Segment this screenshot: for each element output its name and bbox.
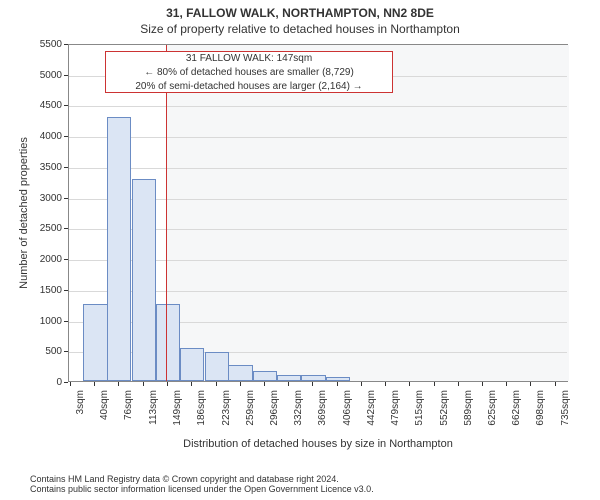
histogram-bar	[180, 348, 204, 381]
y-tick-mark	[64, 75, 68, 76]
x-tick-label: 296sqm	[269, 390, 280, 440]
x-tick-mark	[385, 382, 386, 386]
x-tick-mark	[409, 382, 410, 386]
y-tick-label: 2000	[26, 254, 62, 265]
histogram-bar	[228, 365, 252, 381]
y-tick-mark	[64, 351, 68, 352]
y-axis-label: Number of detached properties	[18, 44, 30, 382]
x-tick-mark	[434, 382, 435, 386]
x-tick-mark	[216, 382, 217, 386]
histogram-bar	[326, 377, 350, 381]
y-tick-mark	[64, 290, 68, 291]
y-tick-mark	[64, 321, 68, 322]
x-tick-label: 186sqm	[196, 390, 207, 440]
x-tick-mark	[530, 382, 531, 386]
highlight-zone	[166, 45, 569, 381]
x-tick-mark	[191, 382, 192, 386]
y-tick-mark	[64, 259, 68, 260]
y-tick-label: 500	[26, 346, 62, 357]
chart-title-line1: 31, FALLOW WALK, NORTHAMPTON, NN2 8DE	[0, 0, 600, 20]
x-tick-label: 589sqm	[463, 390, 474, 440]
chart-container: 31, FALLOW WALK, NORTHAMPTON, NN2 8DE Si…	[0, 0, 600, 500]
annotation-box: 31 FALLOW WALK: 147sqm ← 80% of detached…	[105, 51, 393, 93]
gridline	[69, 168, 567, 169]
x-tick-label: 332sqm	[293, 390, 304, 440]
y-tick-label: 5500	[26, 39, 62, 50]
x-tick-label: 406sqm	[342, 390, 353, 440]
y-tick-label: 5000	[26, 70, 62, 81]
x-tick-mark	[118, 382, 119, 386]
y-tick-label: 4000	[26, 131, 62, 142]
x-tick-label: 625sqm	[487, 390, 498, 440]
y-tick-mark	[64, 198, 68, 199]
x-tick-mark	[264, 382, 265, 386]
histogram-bar	[277, 375, 301, 381]
x-tick-label: 442sqm	[366, 390, 377, 440]
x-tick-label: 735sqm	[560, 390, 571, 440]
x-tick-mark	[506, 382, 507, 386]
y-tick-label: 1500	[26, 285, 62, 296]
footer-attribution: Contains HM Land Registry data © Crown c…	[30, 474, 374, 494]
y-tick-mark	[64, 136, 68, 137]
x-tick-mark	[240, 382, 241, 386]
annotation-line-3: 20% of semi-detached houses are larger (…	[106, 80, 392, 94]
x-tick-label: 698sqm	[535, 390, 546, 440]
x-tick-label: 552sqm	[439, 390, 450, 440]
histogram-bar	[205, 352, 229, 381]
x-tick-label: 149sqm	[172, 390, 183, 440]
y-tick-mark	[64, 382, 68, 383]
x-tick-mark	[94, 382, 95, 386]
histogram-bar	[83, 304, 107, 381]
x-tick-mark	[312, 382, 313, 386]
histogram-bar	[301, 375, 325, 381]
x-tick-mark	[167, 382, 168, 386]
chart-title-line2: Size of property relative to detached ho…	[0, 20, 600, 36]
x-tick-mark	[288, 382, 289, 386]
y-tick-label: 1000	[26, 316, 62, 327]
x-tick-mark	[555, 382, 556, 386]
footer-line-1: Contains HM Land Registry data © Crown c…	[30, 474, 374, 484]
gridline	[69, 137, 567, 138]
histogram-bar	[156, 304, 180, 381]
y-tick-label: 0	[26, 377, 62, 388]
annotation-line-2: ← 80% of detached houses are smaller (8,…	[106, 66, 392, 80]
y-tick-mark	[64, 167, 68, 168]
y-tick-mark	[64, 44, 68, 45]
gridline	[69, 106, 567, 107]
x-tick-label: 3sqm	[75, 390, 86, 440]
annotation-line-1: 31 FALLOW WALK: 147sqm	[106, 52, 392, 66]
y-tick-label: 3500	[26, 162, 62, 173]
x-tick-label: 113sqm	[148, 390, 159, 440]
x-tick-mark	[70, 382, 71, 386]
y-tick-label: 4500	[26, 100, 62, 111]
footer-line-2: Contains public sector information licen…	[30, 484, 374, 494]
x-tick-label: 76sqm	[123, 390, 134, 440]
histogram-bar	[253, 371, 277, 381]
plot-area	[68, 44, 568, 382]
x-tick-label: 515sqm	[414, 390, 425, 440]
x-tick-label: 479sqm	[390, 390, 401, 440]
x-tick-mark	[143, 382, 144, 386]
y-tick-mark	[64, 228, 68, 229]
x-tick-label: 40sqm	[99, 390, 110, 440]
x-tick-mark	[337, 382, 338, 386]
x-tick-mark	[361, 382, 362, 386]
y-tick-label: 2500	[26, 223, 62, 234]
reference-line	[166, 45, 167, 381]
x-tick-mark	[458, 382, 459, 386]
x-tick-label: 662sqm	[511, 390, 522, 440]
histogram-bar	[107, 117, 131, 381]
x-tick-label: 223sqm	[221, 390, 232, 440]
x-tick-mark	[482, 382, 483, 386]
x-tick-label: 369sqm	[317, 390, 328, 440]
x-tick-label: 259sqm	[245, 390, 256, 440]
histogram-bar	[132, 179, 156, 381]
y-tick-label: 3000	[26, 193, 62, 204]
y-tick-mark	[64, 105, 68, 106]
